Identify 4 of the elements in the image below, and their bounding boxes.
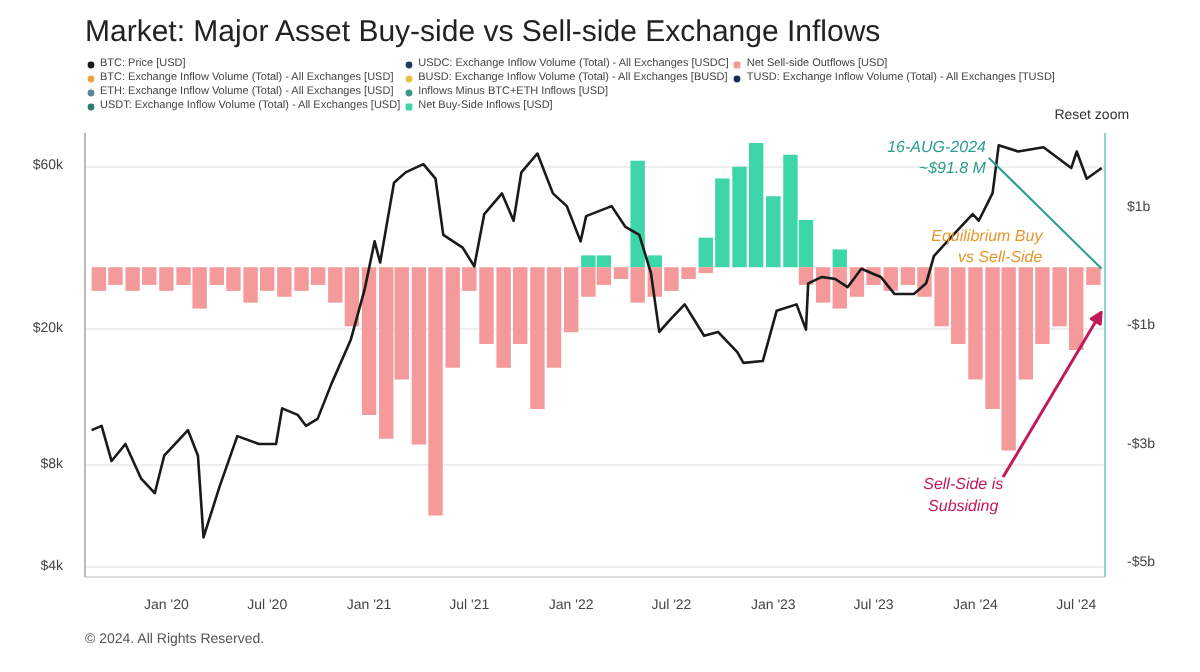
annotation: 16-AUG-2024 ~$91.8 M [887,137,988,178]
chart-title: Market: Major Asset Buy-side vs Sell-side Exchange Inflows [85,15,881,49]
line-series [90,144,1103,539]
annotation: Sell-Side is Subsiding [923,475,1004,515]
